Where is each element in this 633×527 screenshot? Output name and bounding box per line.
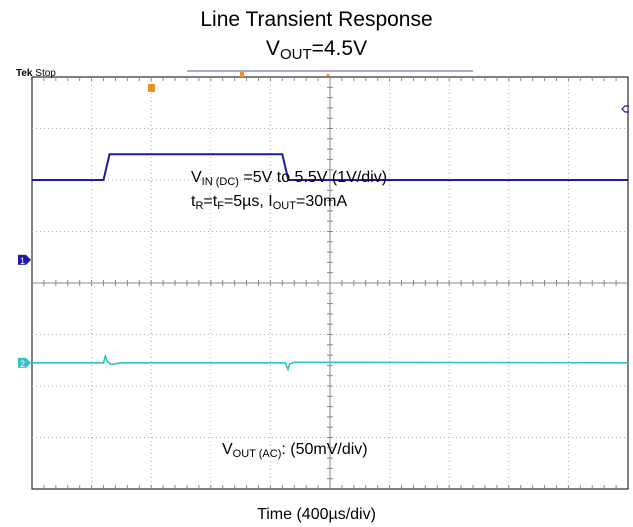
chart-subtitle: VOUT=4.5V [0,37,633,67]
channel-1-pointer [26,254,31,265]
traces [32,153,629,372]
timing-tr-sub: R [195,200,204,212]
vin-suffix: =5V to 5.5V (1V/div) [238,169,388,186]
trigger-time-marker [240,72,244,77]
scope-state: Stop [35,68,56,79]
channel-2-pointer [26,357,31,368]
timing-end: =30mA [295,193,348,210]
series-ch1 [32,153,628,181]
series-ch2 [32,353,629,372]
trigger-level-marker [621,105,629,113]
annotation-timing: tR=tF=5µs, IOUT=30mA [191,192,347,216]
channel-2-label: 2 [20,359,25,369]
timing-tf-sub: F [217,200,224,212]
channel-2-marker [18,357,26,368]
timing-tr: t [191,193,196,210]
annotation-vout: VOUT (AC): (50mV/div) [222,440,368,464]
subtitle-suffix: =4.5V [311,37,368,60]
vin-prefix: V [191,169,202,186]
timing-iout-sub: OUT [272,200,296,212]
channel-1-marker [18,254,26,265]
scope-brand: Tek [16,68,33,79]
timing-mid: =5µs, I [223,193,273,210]
subtitle-sub: OUT [279,46,312,63]
scope-status: Tek Stop [16,68,56,80]
x-axis-label: Time (400µs/div) [257,506,376,523]
trigger-position-marker [326,74,330,77]
subtitle-prefix: V [265,37,280,60]
chart-title: Line Transient Response [200,8,433,31]
vout-prefix: V [222,441,233,458]
channel-1-label: 1 [20,256,25,266]
timing-tf: =t [203,193,218,210]
trigger-source-marker [148,84,155,92]
vin-sub: IN (DC) [201,176,239,188]
annotation-vin: VIN (DC) =5V to 5.5V (1V/div) [191,168,387,192]
markers: 12 [18,72,629,369]
vout-suffix: : (50mV/div) [281,441,368,458]
vout-sub: OUT (AC) [232,448,282,460]
